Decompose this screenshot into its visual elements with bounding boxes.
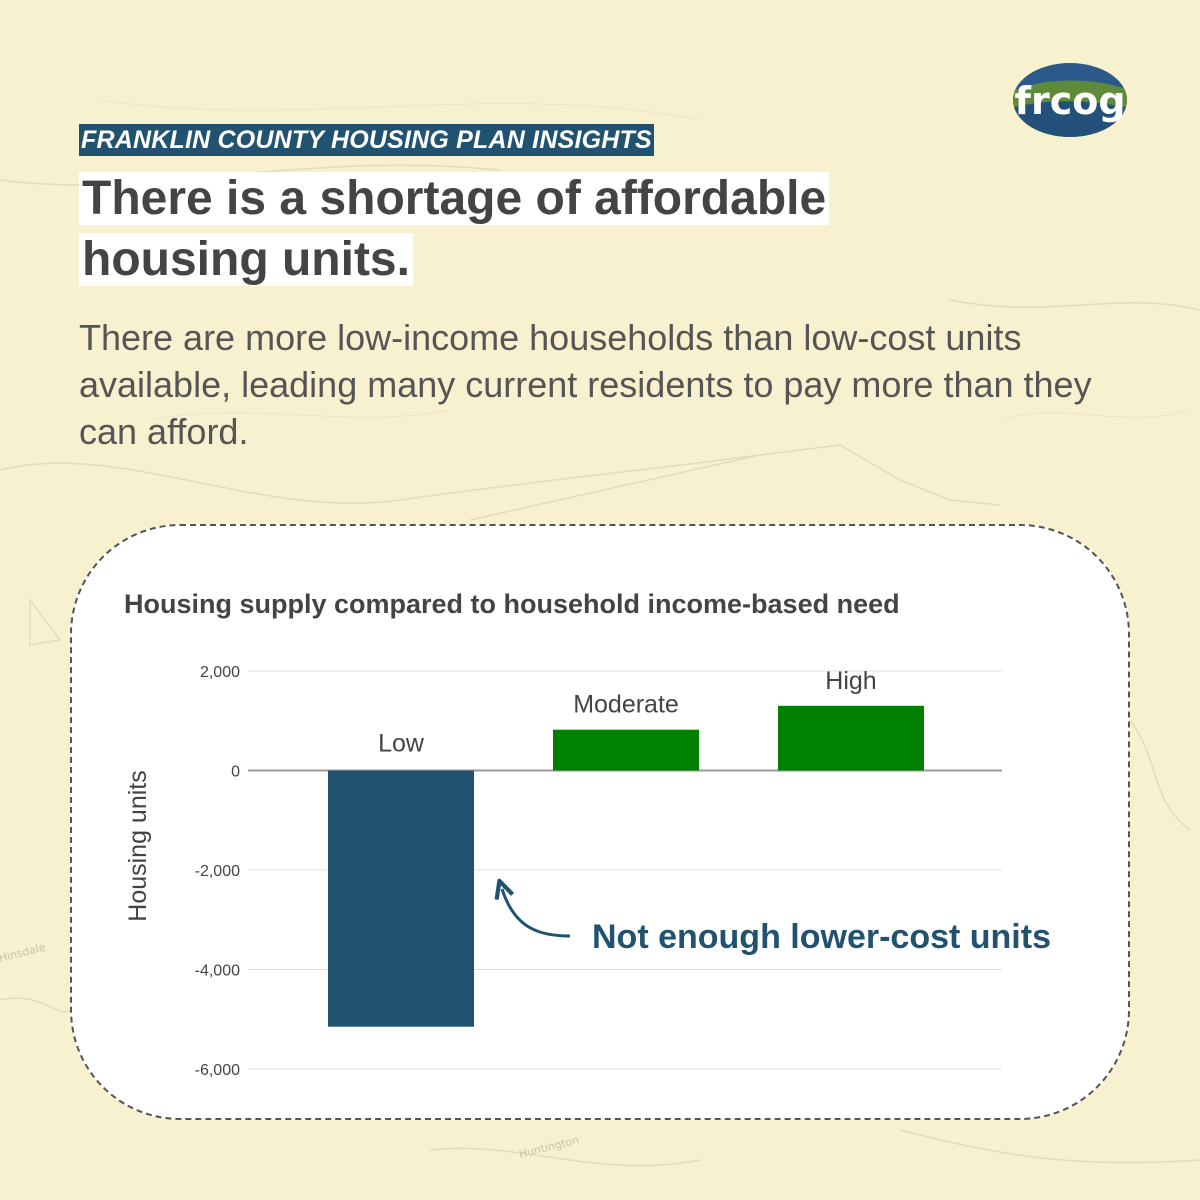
annotation-text: Not enough lower-cost units [592, 918, 1051, 956]
y-tick-label: -4,000 [195, 963, 240, 980]
annotation-arrow [502, 889, 571, 938]
logo-text: frcog [1014, 79, 1125, 123]
bar-label-high: High [825, 667, 876, 695]
page-subtitle: There are more low-income households tha… [79, 317, 1092, 452]
bar-high [778, 705, 924, 771]
chart-title: Housing supply compared to household inc… [124, 589, 900, 619]
map-label-hinsdale: Hinsdale [0, 941, 47, 965]
y-tick-label: 0 [231, 764, 240, 781]
chart-card [70, 524, 1130, 1120]
bar-label-moderate: Moderate [573, 691, 679, 719]
bar-low [328, 770, 474, 1027]
frcog-logo: frcog [1013, 63, 1127, 137]
bar-label-low: Low [378, 730, 425, 758]
y-tick-label: 2,000 [200, 664, 240, 681]
y-tick-label: -6,000 [195, 1062, 240, 1079]
kicker-label: FRANKLIN COUNTY HOUSING PLAN INSIGHTS [79, 124, 654, 156]
y-tick-label: -2,000 [195, 863, 240, 880]
page-headline: There is a shortage of affordable housin… [79, 168, 899, 290]
bar-moderate [553, 729, 699, 771]
y-axis-label: Housing units [124, 770, 152, 921]
bar-chart: Housing supply compared to household inc… [124, 589, 1051, 1079]
